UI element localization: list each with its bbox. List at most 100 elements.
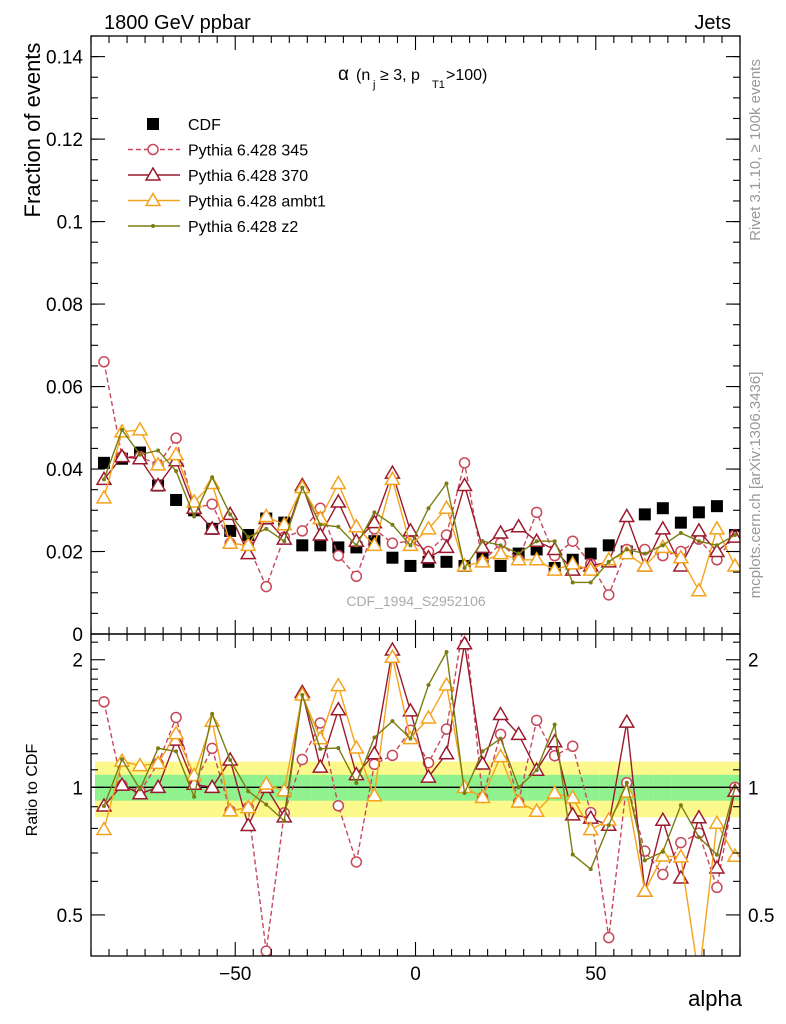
- legend-marker-pythia-6-428-z2: [151, 224, 155, 228]
- ratio-line-pythia-6-428-z2: [103, 649, 736, 871]
- ratio-point-pythia-6-428-370: [708, 859, 726, 874]
- point-pythia-6-428-z2: [174, 469, 179, 474]
- point-pythia-6-428-z2: [336, 524, 341, 529]
- ratio-point-pythia-6-428-370: [312, 758, 329, 773]
- point-pythia-6-428-z2: [120, 427, 125, 432]
- plot-title-paren-n: (n: [356, 67, 370, 84]
- point-pythia-6-428-ambt1: [672, 549, 690, 564]
- ratio-point-pythia-6-428-ambt1: [474, 789, 491, 804]
- axes-ticks: 0 0.02 0.04 0.06 0.08 0.1 0.12 0.14 0.5 0.5 1 1 2 2 −5…: [46, 35, 774, 985]
- ratio-point-pythia-6-428-ambt1: [654, 847, 672, 862]
- ratio-point-pythia-6-428-370: [510, 725, 527, 741]
- point-pythia-6-428-z2: [372, 510, 377, 515]
- point-pythia-6-428-345: [98, 356, 110, 368]
- ratio-point-pythia-6-428-z2: [318, 746, 323, 751]
- ratio-point-pythia-6-428-ambt1: [564, 789, 582, 804]
- ratio-point-pythia-6-428-z2: [210, 711, 215, 716]
- plot-title-alpha: α: [338, 64, 349, 85]
- point-pythia-6-428-370: [492, 524, 509, 539]
- point-pythia-6-428-z2: [462, 566, 467, 571]
- point-pythia-6-428-ambt1: [330, 474, 347, 490]
- ratio-point-pythia-6-428-345: [98, 696, 110, 708]
- point-pythia-6-428-ambt1: [510, 551, 527, 566]
- point-pythia-6-428-ambt1: [492, 545, 509, 560]
- ratio-point-pythia-6-428-z2: [606, 823, 611, 828]
- ratio-point-pythia-6-428-z2: [390, 719, 395, 724]
- point-pythia-6-428-370: [708, 543, 726, 558]
- plot-title-condition: ≥ 3, p: [380, 67, 420, 84]
- ratio-point-pythia-6-428-345: [332, 799, 345, 812]
- ratio-point-pythia-6-428-370: [690, 809, 708, 824]
- ratio-point-pythia-6-428-ambt1: [582, 821, 600, 836]
- ratio-point-pythia-6-428-z2: [300, 693, 305, 698]
- point-pythia-6-428-ambt1: [474, 553, 491, 568]
- ratio-point-pythia-6-428-z2: [336, 746, 341, 751]
- ratio-point-pythia-6-428-z2: [678, 803, 683, 808]
- ratio-point-pythia-6-428-345: [566, 740, 579, 752]
- point-pythia-6-428-370: [690, 522, 708, 537]
- point-cdf: [602, 539, 615, 552]
- ratio-point-pythia-6-428-370: [564, 806, 582, 821]
- point-pythia-6-428-ambt1: [257, 507, 275, 523]
- point-cdf: [692, 506, 705, 519]
- ratio-point-pythia-6-428-z2: [264, 802, 269, 807]
- point-pythia-6-428-z2: [606, 559, 611, 564]
- point-pythia-6-428-370: [438, 538, 455, 554]
- ratio-point-pythia-6-428-345: [260, 945, 272, 956]
- point-pythia-6-428-z2: [246, 535, 251, 540]
- ratio-point-pythia-6-428-345: [460, 613, 470, 623]
- ratio-point-pythia-6-428-370: [654, 811, 672, 827]
- ratio-point-pythia-6-428-z2: [480, 749, 485, 754]
- legend-label-pythia-6-428-345: Pythia 6.428 345: [188, 143, 308, 160]
- main-y-tick-label: 0.14: [46, 48, 83, 69]
- plot-title-threshold: >100): [446, 67, 487, 84]
- main-y-tick-label: 0.12: [46, 130, 83, 151]
- point-pythia-6-428-370: [203, 520, 221, 535]
- legend-marker-pythia-6-428-345: [147, 143, 159, 156]
- point-pythia-6-428-ambt1: [275, 516, 293, 531]
- series-pythia-6-428-ambt1: [95, 421, 740, 597]
- point-pythia-6-428-370: [149, 477, 167, 492]
- ratio-point-pythia-6-428-370: [546, 733, 563, 748]
- point-cdf: [674, 516, 687, 529]
- ratio-point-pythia-6-428-z2: [534, 768, 539, 773]
- point-pythia-6-428-370: [510, 518, 527, 533]
- ratio-point-pythia-6-428-z2: [174, 749, 179, 754]
- ratio-point-pythia-6-428-z2: [192, 794, 197, 799]
- point-pythia-6-428-z2: [660, 543, 665, 548]
- ratio-point-pythia-6-428-345: [711, 881, 723, 894]
- ratio-point-pythia-6-428-z2: [714, 852, 719, 857]
- ratio-point-pythia-6-428-z2: [696, 835, 701, 840]
- point-pythia-6-428-z2: [480, 539, 485, 544]
- point-pythia-6-428-370: [366, 514, 383, 529]
- ratio-point-pythia-6-428-ambt1: [95, 821, 113, 836]
- ratio-point-pythia-6-428-z2: [588, 867, 593, 872]
- ratio-point-pythia-6-428-345: [206, 742, 218, 755]
- ratio-point-pythia-6-428-z2: [138, 787, 143, 792]
- point-pythia-6-428-z2: [642, 551, 647, 556]
- ratio-point-pythia-6-428-345: [530, 714, 543, 727]
- point-pythia-6-428-z2: [390, 522, 395, 527]
- ratio-point-pythia-6-428-ambt1: [348, 739, 365, 754]
- point-pythia-6-428-ambt1: [185, 493, 203, 508]
- point-pythia-6-428-z2: [678, 530, 683, 535]
- ratio-point-pythia-6-428-ambt1: [384, 648, 401, 664]
- point-cdf: [638, 508, 651, 521]
- ratio-point-pythia-6-428-370: [131, 785, 149, 800]
- point-pythia-6-428-z2: [408, 543, 413, 548]
- point-pythia-6-428-ambt1: [167, 446, 185, 461]
- point-pythia-6-428-z2: [426, 506, 431, 511]
- ratio-point-pythia-6-428-370: [420, 768, 437, 783]
- ratio-point-pythia-6-428-z2: [660, 849, 665, 854]
- point-pythia-6-428-345: [386, 537, 399, 550]
- ratio-point-pythia-6-428-z2: [101, 803, 106, 808]
- ratio-point-pythia-6-428-345: [440, 723, 453, 735]
- plot-title-sub-t1: T1: [432, 79, 445, 91]
- ratio-point-pythia-6-428-ambt1: [167, 725, 185, 740]
- point-pythia-6-428-ambt1: [690, 582, 708, 597]
- ratio-point-pythia-6-428-z2: [624, 780, 629, 785]
- point-pythia-6-428-z2: [696, 539, 701, 544]
- point-pythia-6-428-370: [330, 493, 347, 508]
- ratio-point-pythia-6-428-370: [149, 778, 167, 794]
- point-pythia-6-428-370: [113, 448, 131, 463]
